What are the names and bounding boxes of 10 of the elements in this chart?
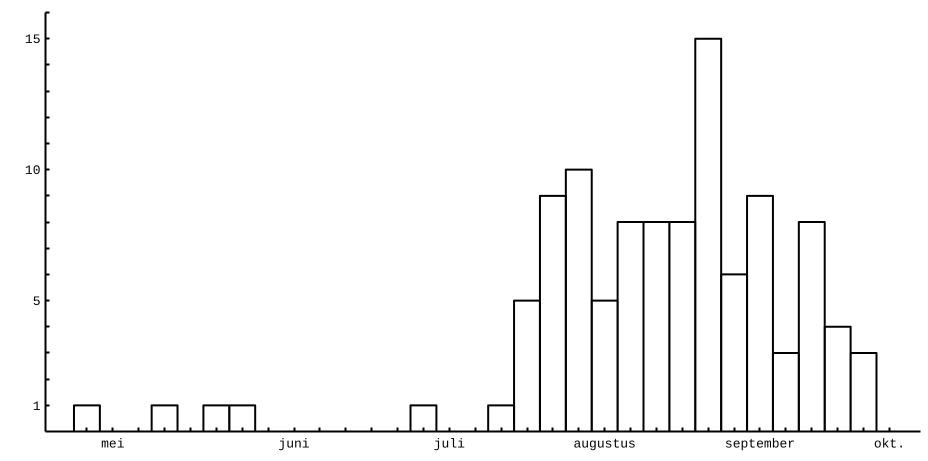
x-tick-label: september	[724, 436, 796, 452]
y-tick-label: 5	[32, 294, 41, 310]
y-tick-label: 15	[24, 32, 41, 48]
y-tick-label: 1	[32, 398, 41, 414]
y-tick-label: 10	[24, 163, 41, 178]
x-tick-label: okt.	[874, 436, 906, 452]
x-tick-label: mei	[101, 436, 125, 452]
x-tick-label: juli	[434, 436, 466, 452]
x-tick-label: juni	[278, 436, 310, 452]
x-tick-label: augustus	[573, 436, 636, 452]
